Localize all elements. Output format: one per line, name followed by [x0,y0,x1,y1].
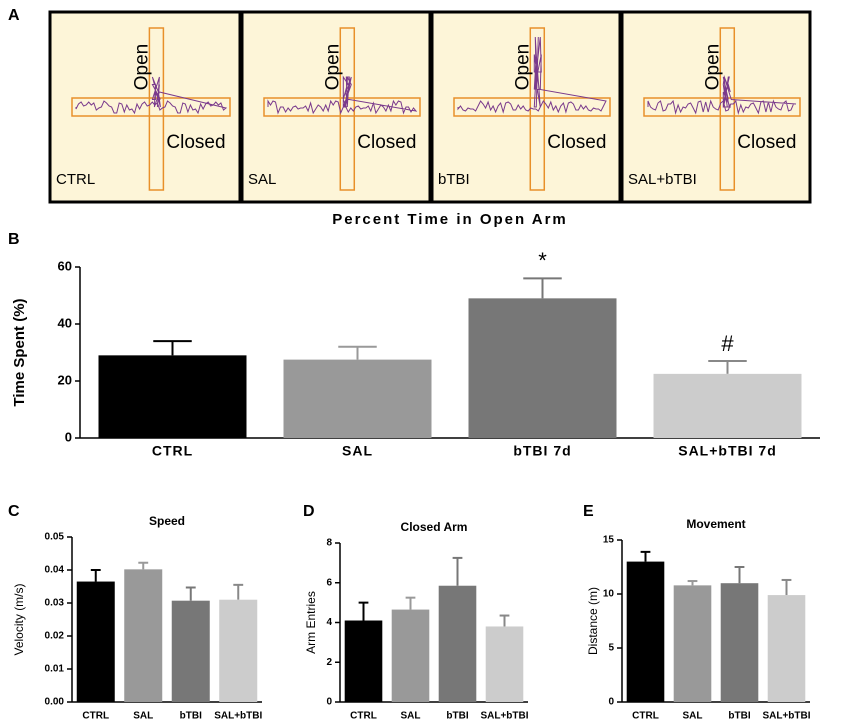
bar [468,298,617,438]
bar [767,595,806,702]
bar [283,359,432,438]
bar [438,585,477,702]
closed-arm [643,97,801,117]
y-tick-label: 6 [326,577,332,588]
bar [720,583,759,702]
x-tick-label: bTBI [180,711,202,722]
bar [219,599,258,702]
bar [673,585,712,702]
maze-label: SAL+bTBI [628,171,697,188]
open-arm [719,27,736,191]
x-tick-label: CTRL [350,711,377,722]
x-tick-label: SAL [342,443,373,459]
y-tick-label: 0 [326,697,332,708]
closed-arm [453,97,611,117]
x-tick-label: SAL [133,711,153,722]
x-tick-label: SAL+bTBI [214,711,262,722]
x-tick-label: bTBI [728,711,750,722]
maze-box [48,10,242,204]
panel-letter: E [583,503,594,520]
y-tick-label: 0.04 [45,565,65,576]
bar [626,561,665,702]
annotation: * [538,248,547,273]
bar [171,600,210,702]
x-tick-label: CTRL [82,711,109,722]
track [457,36,607,114]
x-tick-label: SAL+bTBI [480,711,528,722]
y-tick-label: 2 [326,657,332,668]
chart-title: Speed [149,514,185,528]
open-label: Open [131,44,152,90]
y-tick-label: 20 [58,372,72,387]
maze-box [240,10,432,204]
track [75,76,228,115]
maze-label: CTRL [56,171,95,188]
closed-arm [71,97,231,117]
panel-letter: C [8,503,20,520]
y-axis-label: Distance (m) [586,587,600,655]
closed-arm [263,97,421,117]
x-tick-label: CTRL [152,443,193,459]
open-label: Open [702,44,723,90]
closed-label: Closed [166,132,225,153]
y-axis-label: Arm Entries [304,591,318,654]
chart-title: Movement [686,517,745,531]
y-tick-label: 0.05 [45,532,65,543]
panel-letter: A [8,7,20,24]
maze-label: bTBI [438,171,470,188]
track [267,75,418,115]
y-tick-label: 60 [58,258,72,273]
closed-label: Closed [737,132,796,153]
maze-box [430,10,622,204]
y-tick-label: 15 [603,535,615,546]
bar [485,626,524,702]
x-tick-label: SAL+bTBI [762,711,810,722]
open-arm [148,27,165,191]
bar [76,581,115,702]
y-tick-label: 0 [65,429,72,444]
y-tick-label: 0 [608,697,614,708]
maze-label: SAL [248,171,276,188]
y-tick-label: 10 [603,589,615,600]
x-tick-label: bTBI 7d [513,443,571,459]
closed-label: Closed [357,132,416,153]
x-tick-label: bTBI [446,711,468,722]
x-tick-label: CTRL [632,711,659,722]
y-tick-label: 8 [326,538,332,549]
y-axis-label: Time Spent (%) [11,298,28,406]
x-tick-label: SAL+bTBI 7d [678,443,777,459]
y-tick-label: 40 [58,315,72,330]
bar [653,373,802,438]
y-tick-label: 4 [326,617,332,628]
closed-label: Closed [547,132,606,153]
bar [124,569,163,702]
x-tick-label: SAL [683,711,703,722]
bar [98,355,247,438]
y-tick-label: 0.02 [45,631,65,642]
panel-letter: B [8,231,20,248]
open-label: Open [512,44,533,90]
y-tick-label: 5 [608,643,614,654]
panel-letter: D [303,503,315,520]
y-axis-label: Velocity (m/s) [12,583,26,655]
track [647,75,797,115]
bar [391,609,430,702]
maze-box [620,10,812,204]
y-tick-label: 0.00 [45,697,65,708]
open-label: Open [322,44,343,90]
chart-title: Percent Time in Open Arm [332,211,568,228]
bar [344,620,383,702]
y-tick-label: 0.01 [45,664,65,675]
chart-title: Closed Arm [401,520,468,534]
annotation: # [721,331,734,356]
y-tick-label: 0.03 [45,598,65,609]
x-tick-label: SAL [401,711,421,722]
